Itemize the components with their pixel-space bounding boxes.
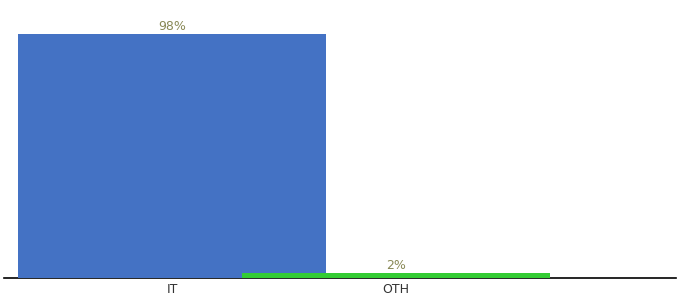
Text: 2%: 2% [386, 259, 406, 272]
Bar [242, 273, 550, 278]
Bar [18, 34, 326, 278]
Text: 98%: 98% [158, 20, 186, 33]
